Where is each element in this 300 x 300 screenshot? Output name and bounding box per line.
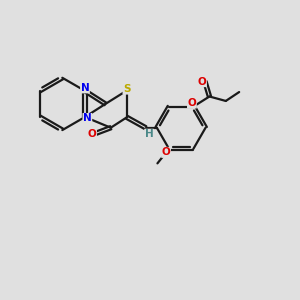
- Text: N: N: [83, 113, 92, 124]
- Text: O: O: [162, 147, 170, 158]
- Text: H: H: [145, 129, 154, 139]
- Text: O: O: [188, 98, 196, 108]
- Text: S: S: [123, 84, 130, 94]
- Text: O: O: [198, 76, 206, 87]
- Text: O: O: [88, 129, 96, 139]
- Text: N: N: [81, 83, 89, 93]
